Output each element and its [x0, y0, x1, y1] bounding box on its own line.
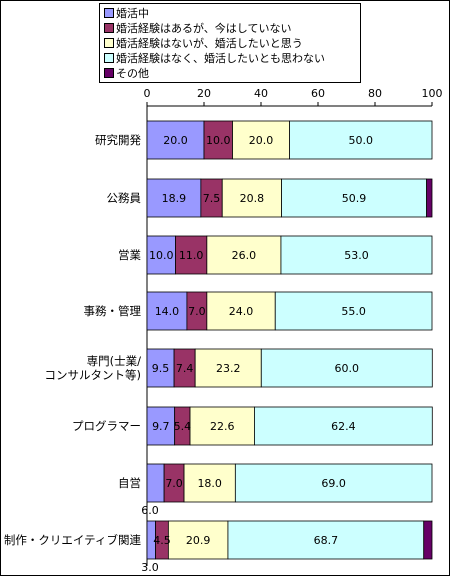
bar-segment	[426, 178, 433, 218]
bar-segment	[423, 520, 433, 560]
x-tick-label: 0	[144, 87, 151, 100]
data-label: 26.0	[232, 249, 257, 262]
legend-label-2: 婚活経験はあるが、今はしていない	[116, 22, 292, 35]
bar-segment	[146, 348, 175, 388]
x-tick-label: 40	[254, 87, 268, 100]
legend-swatch-1	[104, 8, 114, 18]
bar-segment	[274, 291, 433, 331]
data-label: 7.0	[165, 477, 183, 490]
bar-segment	[260, 348, 433, 388]
legend-label-4: 婚活経験はなく、婚活したいとも思わない	[116, 52, 325, 65]
legend-item-3: 婚活経験はないが、婚活したいと思う	[104, 37, 303, 51]
bar-segment	[194, 348, 262, 388]
bar-segment	[234, 463, 433, 503]
bar-segment	[146, 406, 176, 446]
bar-segment	[175, 235, 208, 275]
x-tick-label: 100	[422, 87, 443, 100]
category-label: 専門(士業/	[87, 354, 141, 368]
data-label: 60.0	[335, 362, 360, 375]
data-label: 7.4	[176, 362, 194, 375]
category-label: 公務員	[107, 191, 142, 205]
legend-item-2: 婚活経験はあるが、今はしていない	[104, 22, 291, 36]
x-tick-label: 20	[197, 87, 211, 100]
data-label: 9.7	[152, 420, 170, 433]
data-label: 5.4	[174, 420, 192, 433]
category-label: コンサルタント等)	[45, 368, 142, 382]
data-label: 62.4	[331, 420, 356, 433]
legend: 婚活中 婚活経験はあるが、今はしていない 婚活経験はないが、婚活したいと思う 婚…	[99, 3, 361, 83]
data-label: 9.5	[152, 362, 170, 375]
bar-segment	[146, 178, 202, 218]
bar-segment	[227, 520, 425, 560]
data-label: 20.0	[249, 134, 274, 147]
data-label: 68.7	[314, 534, 339, 547]
bar-segment	[254, 406, 433, 446]
legend-item-5: その他	[104, 67, 149, 81]
legend-item-1: 婚活中	[104, 7, 149, 21]
data-label: 53.0	[344, 249, 369, 262]
data-label: 20.0	[163, 134, 188, 147]
data-label: 20.8	[240, 192, 265, 205]
category-label: 事務・管理	[84, 304, 142, 318]
bar-segment	[146, 291, 188, 331]
category-label: 自営	[118, 476, 141, 490]
bar-segment	[206, 235, 282, 275]
legend-label-3: 婚活経験はないが、婚活したいと思う	[116, 37, 303, 50]
data-label: 18.9	[162, 192, 187, 205]
data-label: 4.5	[153, 534, 171, 547]
data-label: 22.6	[210, 420, 235, 433]
data-label: 11.0	[179, 249, 204, 262]
legend-item-4: 婚活経験はなく、婚活したいとも思わない	[104, 52, 325, 66]
legend-swatch-3	[104, 38, 114, 48]
data-label: 24.0	[229, 305, 254, 318]
data-label: 6.0	[141, 504, 159, 517]
bar-segment	[280, 235, 433, 275]
bar-segment	[189, 406, 255, 446]
data-label: 50.0	[349, 134, 374, 147]
bar-segment	[221, 178, 282, 218]
legend-swatch-2	[104, 23, 114, 33]
data-label: 20.9	[186, 534, 211, 547]
legend-label-1: 婚活中	[116, 7, 149, 20]
bar-segment	[183, 463, 236, 503]
bar-segment	[167, 520, 229, 560]
data-label: 7.0	[188, 305, 206, 318]
data-label: 3.0	[141, 561, 159, 574]
x-tick-label: 60	[311, 87, 325, 100]
data-label: 7.5	[203, 192, 221, 205]
data-label: 50.9	[342, 192, 367, 205]
data-label: 14.0	[155, 305, 180, 318]
bar-segment	[146, 463, 165, 503]
category-label: プログラマー	[72, 419, 141, 433]
bar-segment	[146, 120, 205, 160]
x-tick-label: 80	[368, 87, 382, 100]
category-label: 研究開発	[95, 133, 141, 147]
bar-segment	[146, 235, 176, 275]
legend-swatch-4	[104, 53, 114, 63]
data-label: 23.2	[216, 362, 241, 375]
data-label: 10.0	[149, 249, 174, 262]
data-label: 69.0	[321, 477, 346, 490]
bar-segment	[206, 291, 276, 331]
data-label: 55.0	[341, 305, 366, 318]
category-label: 制作・クリエイティブ関連	[4, 533, 142, 547]
legend-swatch-5	[104, 68, 114, 78]
bar-segment	[289, 120, 433, 160]
legend-label-5: その他	[116, 67, 149, 80]
category-label: 営業	[118, 248, 141, 262]
data-label: 10.0	[206, 134, 231, 147]
data-label: 18.0	[197, 477, 222, 490]
